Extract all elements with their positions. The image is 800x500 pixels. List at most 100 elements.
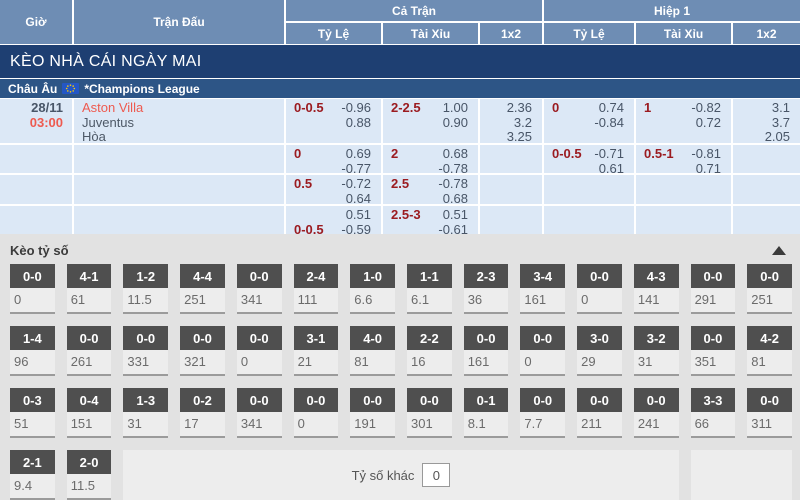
correct-score-header[interactable]: Kèo tỷ số (0, 234, 800, 260)
score-cell[interactable]: 0-0 211 (577, 388, 622, 438)
odds-value[interactable]: 0.64 (345, 190, 371, 204)
score-label[interactable]: 0-0 (633, 388, 679, 412)
score-label[interactable]: 4-2 (747, 326, 792, 350)
score-cell[interactable]: 4-4 251 (180, 264, 225, 314)
odds-value[interactable]: 3.1 (771, 100, 790, 115)
score-label[interactable]: 0-3 (10, 388, 55, 412)
score-cell[interactable]: 0-0 301 (407, 388, 452, 438)
odds-value[interactable]: 3.25 (506, 129, 532, 143)
odds-value[interactable]: -0.82 (691, 100, 721, 115)
other-score-input[interactable] (422, 463, 451, 487)
h1-1x2-odds[interactable]: 3.1 3.7 2.05 (733, 99, 800, 143)
odds-value[interactable]: 1.00 (442, 100, 468, 115)
score-cell[interactable]: 0-3 51 (10, 388, 55, 438)
score-cell[interactable]: 0-4 151 (66, 388, 112, 438)
score-label[interactable]: 3-2 (633, 326, 679, 350)
score-cell[interactable]: 0-0 331 (123, 326, 169, 376)
chevron-up-icon[interactable] (772, 246, 786, 255)
score-cell[interactable]: 0-0 261 (66, 326, 112, 376)
score-label[interactable]: 2-3 (463, 264, 509, 288)
ft-handicap-odds[interactable]: 0.5 -0.72 0.64 (286, 175, 381, 204)
ft-handicap-odds[interactable]: 0-0.5 -0.96 0.88 (286, 99, 381, 143)
score-label[interactable]: 1-4 (10, 326, 55, 350)
score-cell[interactable]: 3-0 29 (577, 326, 622, 376)
score-label[interactable]: 3-0 (577, 326, 622, 350)
score-cell[interactable]: 1-0 6.6 (350, 264, 395, 314)
score-label[interactable]: 0-0 (236, 388, 282, 412)
score-label[interactable]: 0-0 (747, 388, 792, 412)
score-label[interactable]: 0-2 (180, 388, 225, 412)
odds-value[interactable]: -0.78 (438, 176, 468, 191)
score-cell[interactable]: 2-0 11.5 (66, 450, 112, 500)
score-label[interactable]: 0-0 (690, 326, 736, 350)
score-cell[interactable]: 2-4 111 (293, 264, 339, 314)
score-cell[interactable]: 0-2 17 (180, 388, 225, 438)
score-cell[interactable]: 3-3 66 (690, 388, 736, 438)
score-cell[interactable]: 4-2 81 (747, 326, 792, 376)
score-label[interactable]: 0-4 (66, 388, 112, 412)
score-label[interactable]: 2-4 (293, 264, 339, 288)
score-cell[interactable]: 0-0 7.7 (520, 388, 566, 438)
score-cell[interactable]: 3-2 31 (633, 326, 679, 376)
odds-value[interactable]: -0.84 (594, 114, 624, 130)
score-label[interactable]: 3-3 (690, 388, 736, 412)
score-cell[interactable]: 2-1 9.4 (10, 450, 55, 500)
score-label[interactable]: 4-3 (633, 264, 679, 288)
odds-value[interactable]: 0.90 (442, 114, 468, 130)
score-cell[interactable]: 0-0 0 (236, 326, 282, 376)
score-cell[interactable]: 3-4 161 (520, 264, 566, 314)
score-cell[interactable]: 0-0 191 (350, 388, 395, 438)
odds-value[interactable]: 2.36 (506, 100, 532, 115)
odds-value[interactable]: 0.68 (442, 146, 468, 161)
score-cell[interactable]: 2-3 36 (463, 264, 509, 314)
odds-value[interactable]: 0.51 (345, 207, 371, 222)
score-cell[interactable]: 3-1 21 (293, 326, 339, 376)
score-label[interactable]: 3-4 (520, 264, 566, 288)
score-label[interactable]: 0-0 (747, 264, 792, 288)
score-label[interactable]: 0-0 (350, 388, 395, 412)
odds-value[interactable]: -0.71 (594, 146, 624, 161)
odds-value[interactable]: 0.51 (442, 207, 468, 222)
score-label[interactable]: 0-0 (236, 326, 282, 350)
ft-handicap-odds[interactable]: 0 0.69 -0.77 (286, 145, 381, 173)
score-label[interactable]: 0-0 (577, 388, 622, 412)
score-cell[interactable]: 0-0 341 (236, 264, 282, 314)
score-cell[interactable]: 1-3 31 (123, 388, 169, 438)
odds-value[interactable]: -0.77 (341, 160, 371, 173)
score-cell[interactable]: 0-0 321 (180, 326, 225, 376)
score-cell[interactable]: 1-1 6.1 (407, 264, 452, 314)
score-cell[interactable]: 4-1 61 (66, 264, 112, 314)
score-label[interactable]: 0-0 (236, 264, 282, 288)
score-label[interactable]: 4-1 (66, 264, 112, 288)
score-label[interactable]: 0-0 (293, 388, 339, 412)
score-label[interactable]: 1-1 (407, 264, 452, 288)
score-label[interactable]: 0-0 (577, 264, 622, 288)
away-team[interactable]: Juventus (82, 114, 135, 130)
odds-value[interactable]: -0.96 (341, 100, 371, 115)
score-cell[interactable]: 0-0 161 (463, 326, 509, 376)
ft-handicap-odds[interactable]: 0.51 0-0.5 -0.59 (286, 206, 381, 234)
score-label[interactable]: 0-0 (520, 388, 566, 412)
score-label[interactable]: 0-0 (180, 326, 225, 350)
score-cell[interactable]: 1-2 11.5 (123, 264, 169, 314)
odds-value[interactable]: -0.59 (341, 221, 371, 234)
ft-overunder-odds[interactable]: 2 0.68 -0.78 (383, 145, 478, 173)
score-label[interactable]: 0-1 (463, 388, 509, 412)
score-label[interactable]: 1-2 (123, 264, 169, 288)
score-cell[interactable]: 0-0 241 (633, 388, 679, 438)
score-cell[interactable]: 0-1 8.1 (463, 388, 509, 438)
score-label[interactable]: 0-0 (407, 388, 452, 412)
score-cell[interactable]: 1-4 96 (10, 326, 55, 376)
odds-value[interactable]: 3.7 (771, 114, 790, 130)
score-cell[interactable]: 0-0 0 (577, 264, 622, 314)
score-label[interactable]: 2-1 (10, 450, 55, 474)
home-team[interactable]: Aston Villa (82, 100, 144, 115)
score-label[interactable]: 4-4 (180, 264, 225, 288)
match-teams-cell[interactable]: Aston Villa Juventus Hòa (74, 99, 284, 143)
score-cell[interactable]: 4-0 81 (350, 326, 395, 376)
league-bar[interactable]: Châu Âu *Champions League (0, 79, 800, 98)
score-cell[interactable]: 2-2 16 (407, 326, 452, 376)
score-label[interactable]: 4-0 (350, 326, 395, 350)
odds-value[interactable]: 0.68 (442, 190, 468, 204)
score-label[interactable]: 0-0 (10, 264, 55, 288)
